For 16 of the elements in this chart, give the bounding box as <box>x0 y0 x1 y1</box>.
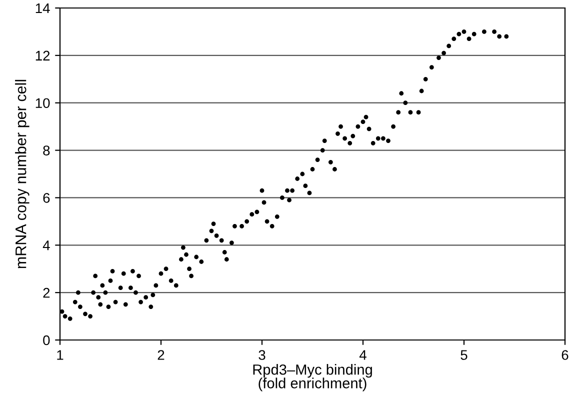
y-axis-title: mRNA copy number per cell <box>15 80 30 268</box>
y-tick-label: 0 <box>43 335 50 346</box>
x-tick-label: 3 <box>258 350 266 360</box>
y-tick-label: 10 <box>36 98 50 108</box>
y-tick-label: 6 <box>43 193 50 203</box>
x-tick-label: 1 <box>57 350 64 360</box>
y-tick-label: 8 <box>43 146 50 156</box>
y-tick-label: 2 <box>43 288 50 298</box>
x-tick-label: 5 <box>460 350 468 360</box>
x-tick-label: 2 <box>158 350 164 360</box>
x-axis-title: Rpd3–Myc binding (fold enrichment) <box>253 364 372 392</box>
y-tick-label: 14 <box>36 3 50 14</box>
x-tick-label: 4 <box>359 350 366 360</box>
y-tick-label: 12 <box>36 50 50 60</box>
x-tick-label: 6 <box>562 350 568 360</box>
y-tick-label: 4 <box>42 240 50 250</box>
